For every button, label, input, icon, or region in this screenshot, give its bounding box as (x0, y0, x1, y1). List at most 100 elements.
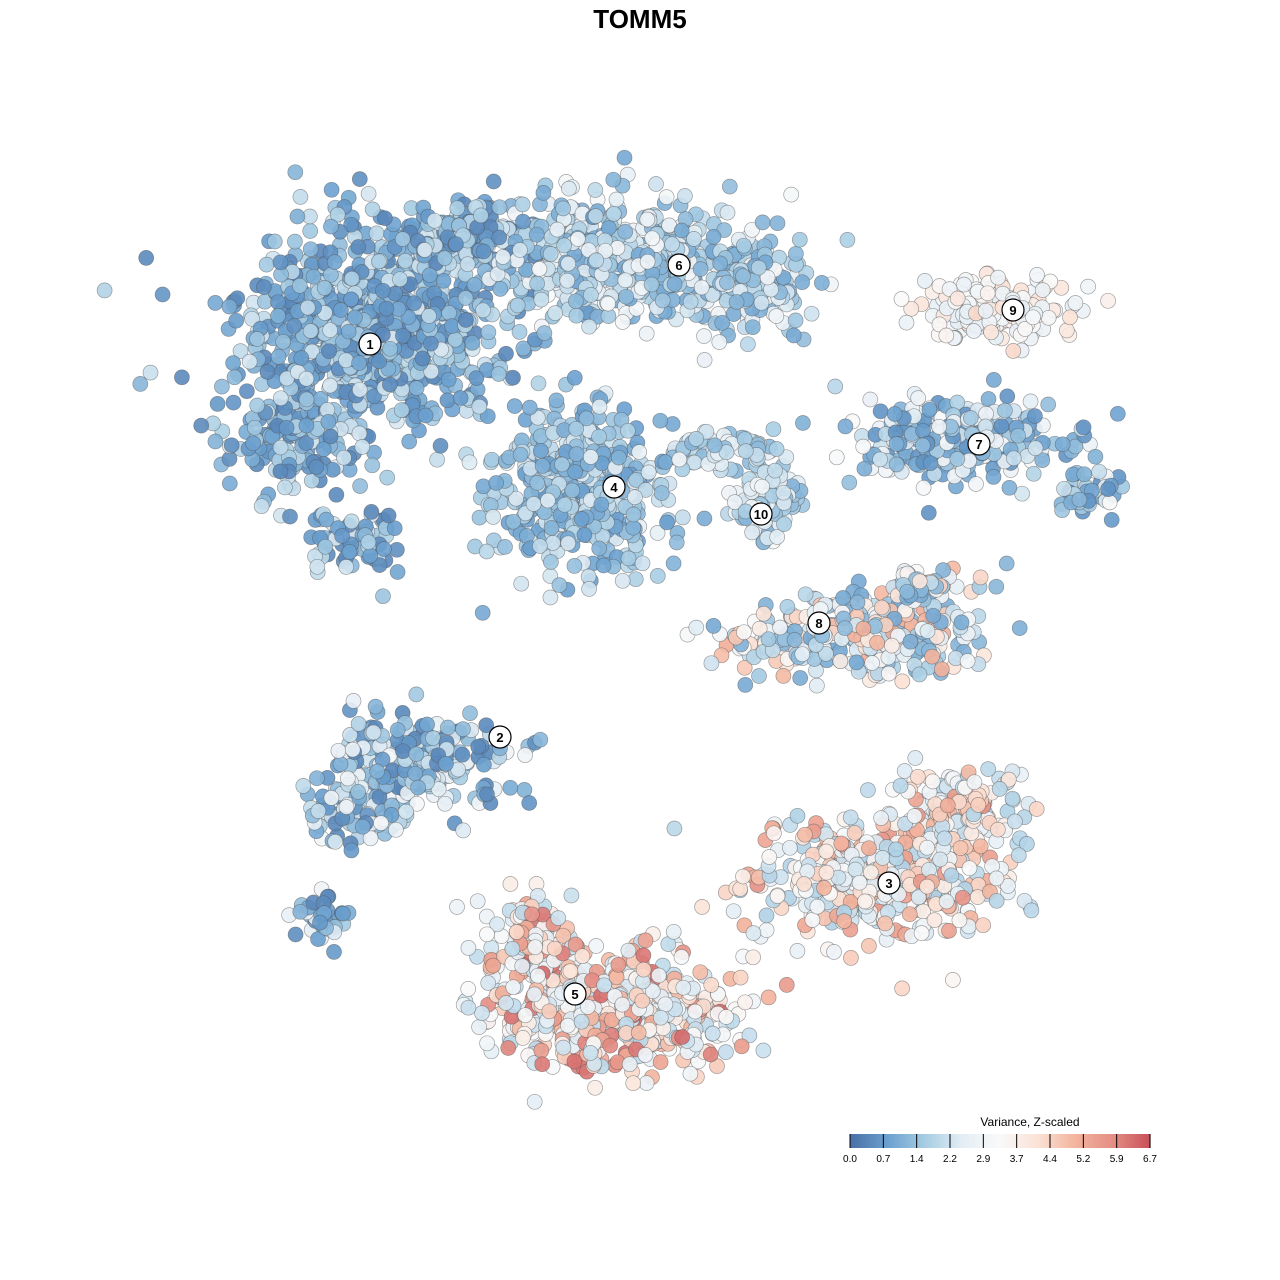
scatter-point-cluster-3 (860, 782, 876, 798)
scatter-point-cluster-5 (449, 899, 465, 915)
scatter-point-cluster-4 (483, 451, 500, 468)
scatter-point-cluster-1 (393, 402, 410, 418)
scatter-point-cluster-3 (826, 944, 842, 960)
scatter-point-cluster-3 (961, 860, 978, 877)
scatter-point-cluster-3 (782, 839, 798, 856)
scatter-point-cluster-9 (1062, 309, 1078, 326)
scatter-point-cluster-2 (395, 743, 411, 760)
scatter-point-cluster-4 (505, 513, 522, 530)
scatter-point-cluster-1 (323, 218, 339, 235)
scatter-point-cluster-6 (559, 272, 576, 289)
scatter-point-cluster-1 (351, 425, 368, 442)
scatter-point-cluster-3 (988, 892, 1005, 909)
scatter-point-cluster-10 (776, 516, 792, 532)
scatter-point-cluster-3 (954, 889, 971, 906)
scatter-point-cluster-3 (909, 768, 926, 785)
scatter-point-cluster-9 (903, 300, 920, 317)
scatter-point-cluster-1 (253, 498, 270, 515)
scatter-point-cluster-2 (310, 931, 326, 947)
scatter-point-cluster-3 (796, 876, 812, 892)
scatter-point-cluster-6 (696, 328, 712, 344)
scatter-point-cluster-6 (711, 334, 728, 350)
scatter-point-cluster-6 (664, 236, 680, 253)
scatter-point-cluster-10 (769, 529, 786, 545)
scatter-point-cluster-1 (485, 173, 502, 190)
scatter-point-cluster-2 (295, 778, 312, 794)
scatter-point-cluster-1 (302, 241, 319, 258)
scatter-point-cluster-1 (354, 439, 371, 455)
scatter-point-cluster-6 (531, 261, 548, 277)
scatter-point-cluster-1 (444, 318, 460, 334)
scatter-point-cluster-3 (980, 761, 997, 777)
scatter-point-cluster-8 (818, 645, 834, 662)
scatter-point-cluster-5 (634, 992, 651, 1009)
scatter-point-cluster-4 (652, 412, 669, 429)
scatter-point-cluster-4 (560, 535, 577, 552)
scatter-point-cluster-4 (568, 446, 585, 462)
scatter-point-cluster-5 (778, 977, 795, 993)
scatter-point-cluster-6 (744, 319, 761, 336)
scatter-point-cluster-7 (1034, 452, 1051, 469)
scatter-point-cluster-1 (329, 206, 346, 223)
scatter-point-cluster-3 (951, 912, 968, 929)
scatter-point-cluster-5 (703, 977, 720, 993)
scatter-point-cluster-1 (298, 435, 315, 451)
scatter-point-cluster-10 (718, 444, 735, 461)
scatter-point-cluster-2 (455, 721, 471, 737)
scatter-point-cluster-1 (408, 380, 425, 396)
scatter-point-cluster-5 (517, 1007, 534, 1024)
scatter-point-cluster-5 (732, 969, 749, 986)
scatter-point-cluster-9 (1080, 278, 1096, 295)
scatter-point-cluster-1 (209, 396, 226, 412)
scatter-point-cluster-2 (419, 716, 435, 733)
scatter-point-cluster-6 (570, 231, 586, 247)
scatter-point-cluster-6 (581, 318, 597, 335)
scatter-point-cluster-5 (682, 1065, 699, 1082)
scatter-point-cluster-8 (751, 620, 768, 637)
scatter-point-cluster-6 (750, 259, 767, 276)
scatter-point-cluster-2 (437, 795, 453, 812)
scatter-point-cluster-6 (618, 288, 635, 305)
scatter-point-cluster-1 (395, 327, 411, 344)
scatter-point-cluster-3 (861, 840, 877, 857)
scatter-point-cluster-5 (650, 967, 667, 984)
scatter-point-cluster-2 (516, 782, 533, 798)
scatter-point-cluster-5 (755, 1042, 772, 1059)
scatter-point-cluster-3 (666, 820, 683, 837)
scatter-point-cluster-1 (423, 363, 440, 380)
scatter-point-cluster-1 (241, 353, 258, 370)
scatter-point-cluster-6 (666, 276, 683, 292)
scatter-point-cluster-3 (789, 943, 806, 959)
scatter-point-cluster-6 (839, 232, 856, 248)
scatter-point-cluster-4 (649, 568, 666, 584)
scatter-point-cluster-1 (498, 345, 514, 362)
scatter-point-cluster-6 (803, 305, 820, 322)
scatter-point-cluster-6 (509, 297, 526, 314)
scatter-point-cluster-7 (915, 422, 931, 439)
scatter-point-cluster-8 (775, 668, 792, 684)
scatter-point-cluster-5 (460, 999, 477, 1016)
scatter-point-cluster-7 (1101, 494, 1118, 511)
scatter-point-cluster-1 (514, 196, 531, 213)
scatter-point-cluster-1 (350, 239, 367, 255)
scatter-point-cluster-7 (1027, 440, 1044, 457)
scatter-point-cluster-7 (1103, 512, 1120, 528)
scatter-point-cluster-4 (625, 519, 642, 536)
scatter-point-cluster-1 (305, 268, 322, 285)
scatter-point-cluster-5 (602, 1037, 619, 1054)
scatter-point-cluster-3 (932, 851, 949, 868)
scatter-point-cluster-2 (388, 821, 404, 838)
scatter-point-cluster-8 (972, 569, 989, 586)
scatter-point-cluster-1 (490, 366, 507, 382)
scatter-point-cluster-4 (543, 554, 559, 570)
scatter-point-cluster-1 (338, 352, 354, 369)
scatter-point-cluster-1 (475, 302, 491, 319)
scatter-point-cluster-1 (432, 437, 449, 454)
scatter-point-cluster-2 (532, 731, 549, 748)
scatter-point-cluster-1 (421, 267, 438, 283)
scatter-point-cluster-2 (287, 926, 304, 943)
scatter-point-cluster-1 (351, 381, 368, 398)
scatter-point-cluster-6 (568, 307, 585, 324)
scatter-point-cluster-6 (587, 182, 604, 198)
scatter-point-cluster-1 (275, 333, 291, 350)
